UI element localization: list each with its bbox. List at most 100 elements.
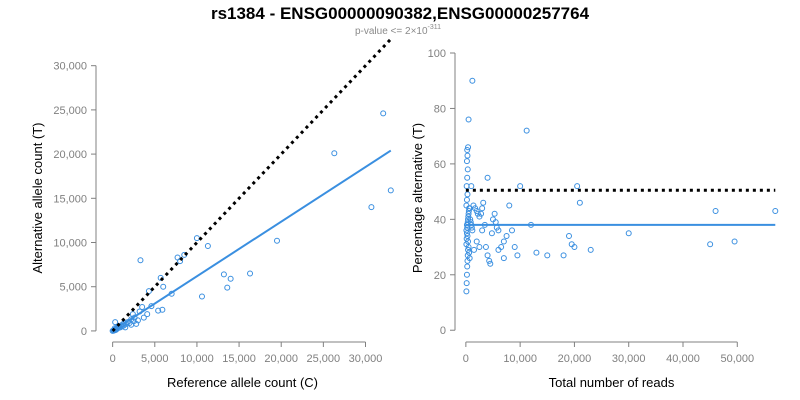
right-x-tick-label: 10,000 — [503, 353, 537, 365]
right-data-point — [466, 249, 473, 256]
right-data-point — [473, 238, 480, 245]
right-data-point — [484, 252, 491, 259]
left-data-point — [133, 320, 140, 327]
right-data-point — [486, 257, 493, 264]
right-data-point — [479, 227, 486, 234]
right-data-point — [511, 244, 518, 251]
left-data-point — [159, 306, 166, 313]
right-data-point — [566, 232, 572, 239]
right-data-point — [464, 191, 471, 198]
right-data-point — [506, 202, 513, 209]
left-data-point — [247, 270, 254, 277]
right-data-point — [517, 183, 524, 190]
right-data-point — [500, 255, 507, 262]
left-data-point — [148, 303, 155, 310]
right-data-point — [464, 232, 471, 239]
chart-subtitle: p-value <= 2×10-311 — [355, 24, 441, 37]
right-data-point — [464, 152, 471, 159]
right-x-tick-label: 40,000 — [666, 353, 700, 365]
right-data-point — [476, 244, 483, 251]
right-x-tick-label: 0 — [463, 353, 469, 365]
right-x-tick-label: 50,000 — [720, 353, 754, 365]
right-data-point — [731, 238, 738, 245]
left-x-tick-label: 10,000 — [180, 353, 214, 365]
right-data-point — [463, 288, 470, 295]
right-data-point — [463, 196, 470, 203]
left-y-tick-label: 25,000 — [53, 105, 87, 117]
right-data-point — [498, 244, 505, 251]
right-data-point — [465, 210, 472, 217]
left-x-tick-label: 0 — [110, 353, 116, 365]
left-y-tick-label: 5,000 — [59, 282, 87, 294]
right-y-axis-label: Percentage alternative (T) — [410, 123, 425, 273]
right-data-point — [514, 252, 521, 259]
right-data-point — [625, 230, 632, 237]
right-data-point — [500, 238, 507, 245]
right-data-point — [544, 252, 551, 259]
right-data-point — [560, 252, 567, 259]
left-data-point — [134, 317, 141, 324]
right-data-point — [463, 158, 470, 165]
right-x-tick-label: 30,000 — [612, 353, 646, 365]
right-data-point — [533, 249, 540, 256]
right-data-point — [464, 166, 471, 173]
right-data-point — [464, 263, 471, 270]
right-data-point — [466, 255, 473, 262]
right-data-point — [484, 174, 491, 181]
subtitle-prefix: p-value <= 2×10 — [355, 26, 428, 37]
left-y-axis-label: Alternative allele count (T) — [30, 122, 45, 273]
right-data-point — [509, 227, 515, 234]
right-data-point — [463, 280, 470, 287]
right-data-point — [465, 144, 472, 151]
right-data-point — [473, 208, 480, 215]
right-data-point — [487, 260, 494, 267]
right-data-point — [587, 246, 594, 253]
left-data-point — [157, 274, 164, 281]
left-data-point — [139, 304, 146, 311]
right-data-point — [523, 127, 530, 134]
left-x-tick-label: 25,000 — [307, 353, 341, 365]
right-data-point — [463, 271, 470, 278]
left-data-point — [160, 283, 167, 290]
right-data-point — [772, 208, 779, 215]
left-x-tick-label: 30,000 — [349, 353, 383, 365]
left-data-point — [331, 150, 338, 157]
left-scatter-plot: 0 5,000 10,000 15,000 20,000 25,000 30,000 0 5,0… — [30, 38, 394, 390]
right-data-point — [469, 227, 476, 234]
right-y-tick-label: 100 — [428, 48, 446, 60]
left-fit-line — [112, 149, 392, 332]
right-data-point — [468, 183, 475, 190]
left-data-point — [122, 324, 129, 331]
left-data-point — [224, 284, 231, 291]
right-data-point — [479, 205, 486, 212]
left-data-point — [155, 307, 162, 314]
right-data-point — [707, 241, 714, 248]
left-data-point — [368, 204, 375, 211]
right-y-tick-label: 60 — [434, 159, 446, 171]
right-data-point — [576, 199, 583, 206]
left-data-point — [380, 110, 387, 117]
right-data-point — [463, 227, 470, 234]
left-data-point — [144, 311, 151, 318]
right-data-point — [465, 116, 472, 123]
right-y-tick-label: 20 — [434, 270, 446, 282]
left-y-tick-label: 10,000 — [53, 238, 87, 250]
left-y-tick-label: 0 — [81, 326, 87, 338]
left-data-point — [220, 271, 227, 278]
right-data-point — [467, 216, 474, 223]
right-y-tick-label: 80 — [434, 103, 446, 115]
right-scatter-plot: 0 10,000 20,000 30,000 40,000 50,000 0 20 40 60 80… — [410, 48, 779, 390]
left-x-axis-label: Reference allele count (C) — [167, 375, 318, 390]
left-x-tick-label: 15,000 — [222, 353, 256, 365]
right-data-point — [465, 208, 472, 215]
right-y-tick-label: 0 — [440, 325, 446, 337]
right-data-point — [574, 183, 581, 190]
left-y-tick-label: 20,000 — [53, 149, 87, 161]
right-x-tick-label: 20,000 — [558, 353, 592, 365]
right-data-point — [491, 210, 498, 217]
left-data-point — [204, 243, 211, 250]
right-x-axis-label: Total number of reads — [549, 375, 675, 390]
right-data-point — [480, 199, 487, 206]
right-data-point — [471, 246, 477, 253]
